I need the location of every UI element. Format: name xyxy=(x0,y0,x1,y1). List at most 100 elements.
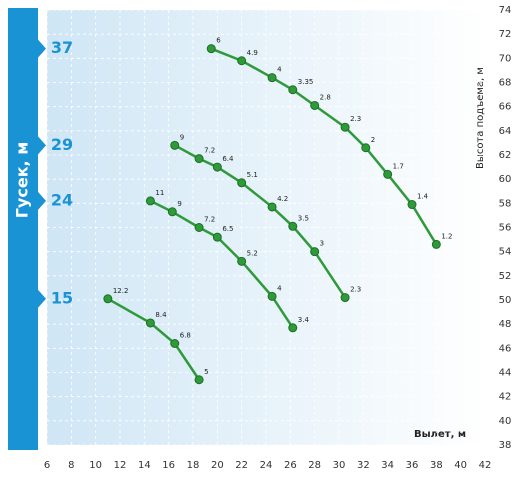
load-label: 5.2 xyxy=(247,249,258,257)
load-label: 4 xyxy=(277,284,282,292)
x-tick-label: 36 xyxy=(406,460,419,471)
point xyxy=(194,154,204,164)
y-tick-label: 64 xyxy=(499,126,512,137)
point xyxy=(288,221,298,231)
boom-notch xyxy=(38,289,46,308)
x-tick-label: 38 xyxy=(430,460,443,471)
series-name: 29 xyxy=(51,135,73,154)
load-label: 9 xyxy=(180,133,184,141)
x-tick-label: 28 xyxy=(308,460,321,471)
x-tick-label: 34 xyxy=(381,460,394,471)
y-tick-label: 48 xyxy=(499,319,512,330)
point xyxy=(212,232,222,242)
y-tick-label: 46 xyxy=(499,343,512,354)
x-tick-label: 8 xyxy=(68,460,74,471)
load-label: 2.3 xyxy=(350,286,361,294)
point xyxy=(383,169,393,179)
x-tick-label: 22 xyxy=(235,460,248,471)
point xyxy=(288,85,298,95)
y-tick-label: 70 xyxy=(499,53,512,64)
load-label: 6.5 xyxy=(222,225,233,233)
y-tick-label: 62 xyxy=(499,150,512,161)
y-tick-label: 68 xyxy=(499,78,512,89)
y-tick-label: 66 xyxy=(499,102,512,113)
load-label: 2.8 xyxy=(320,93,331,101)
point xyxy=(267,291,277,301)
x-axis-label: Вылет, м xyxy=(414,429,466,440)
boom-bar xyxy=(8,8,38,450)
y-tick-label: 50 xyxy=(499,295,512,306)
point xyxy=(267,202,277,212)
x-tick-label: 18 xyxy=(187,460,200,471)
y-tick-label: 40 xyxy=(499,416,512,427)
point xyxy=(212,162,222,172)
load-label: 1.2 xyxy=(441,232,452,240)
point xyxy=(361,143,371,153)
load-label: 1.7 xyxy=(393,162,404,170)
x-tick-label: 16 xyxy=(162,460,175,471)
load-label: 2 xyxy=(371,136,375,144)
load-label: 6 xyxy=(216,37,221,45)
series-line xyxy=(210,47,438,246)
x-tick-label: 10 xyxy=(89,460,102,471)
point xyxy=(340,293,350,303)
load-label: 12.2 xyxy=(113,287,129,295)
x-tick-label: 12 xyxy=(114,460,127,471)
point xyxy=(288,323,298,333)
x-tick-label: 42 xyxy=(479,460,492,471)
load-label: 2.3 xyxy=(350,115,361,123)
point xyxy=(237,56,247,66)
series-name: 15 xyxy=(51,288,73,307)
point xyxy=(206,44,216,54)
y-tick-label: 74 xyxy=(499,5,512,16)
series-name: 24 xyxy=(51,190,73,209)
y-tick-label: 42 xyxy=(499,392,512,403)
y-tick-label: 72 xyxy=(499,29,512,40)
load-label: 3 xyxy=(320,240,324,248)
load-label: 4.9 xyxy=(247,49,258,57)
point xyxy=(431,239,441,249)
point xyxy=(310,247,320,257)
y-axis-label: Высота подъема, м xyxy=(475,67,486,169)
load-label: 7.2 xyxy=(204,147,215,155)
boom-notch xyxy=(38,39,46,58)
point xyxy=(103,294,113,304)
x-tick-label: 32 xyxy=(357,460,370,471)
load-label: 6.8 xyxy=(180,332,191,340)
x-tick-label: 20 xyxy=(211,460,224,471)
boom-notch xyxy=(38,136,46,155)
x-tick-label: 30 xyxy=(333,460,346,471)
x-tick-label: 24 xyxy=(260,460,273,471)
point xyxy=(167,207,177,217)
point xyxy=(194,223,204,232)
point xyxy=(310,100,320,110)
x-tick-label: 6 xyxy=(44,460,50,471)
load-label: 5.1 xyxy=(247,171,258,179)
point xyxy=(194,375,204,385)
point xyxy=(145,318,155,328)
load-label: 1.4 xyxy=(417,193,429,201)
y-tick-label: 60 xyxy=(499,174,512,185)
boom-notch xyxy=(38,191,46,210)
load-label: 11 xyxy=(155,189,164,197)
load-label: 4.2 xyxy=(277,195,288,203)
y-tick-label: 54 xyxy=(499,247,512,258)
x-tick-label: 14 xyxy=(138,460,151,471)
point xyxy=(170,339,180,348)
point xyxy=(237,256,247,266)
point xyxy=(407,200,417,210)
x-tick-label: 40 xyxy=(454,460,467,471)
series-line xyxy=(107,297,201,381)
y-tick-label: 38 xyxy=(499,440,512,451)
y-tick-label: 58 xyxy=(499,198,512,209)
load-label: 3.4 xyxy=(298,316,310,324)
load-label: 5 xyxy=(204,368,208,376)
point xyxy=(237,178,247,188)
load-label: 8.4 xyxy=(155,311,167,319)
load-label: 3.35 xyxy=(298,78,314,86)
x-tick-label: 26 xyxy=(284,460,297,471)
point xyxy=(145,196,155,206)
point xyxy=(267,73,277,83)
